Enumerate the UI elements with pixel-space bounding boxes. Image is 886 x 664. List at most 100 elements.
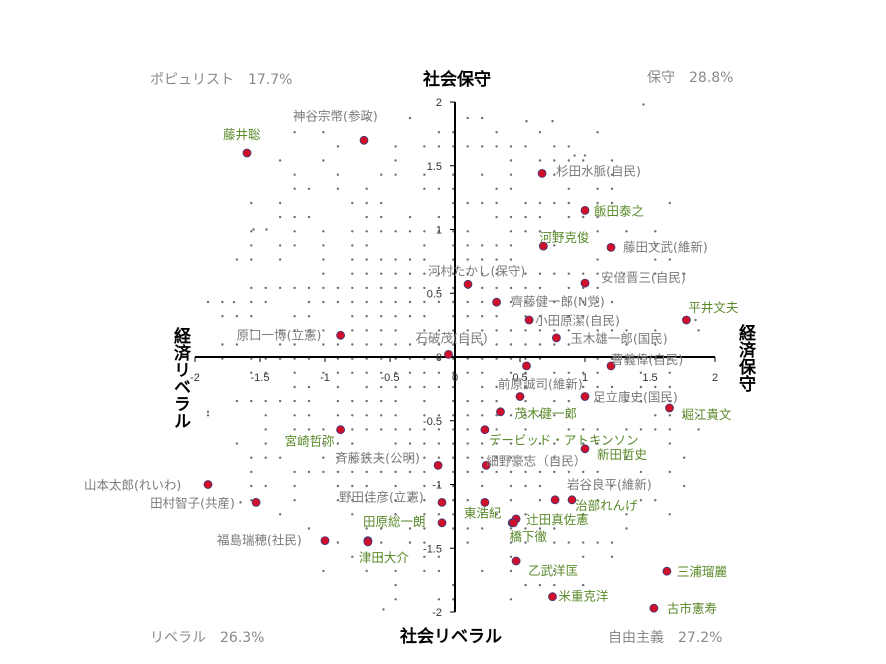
data-point [242,148,252,158]
background-dot [625,527,628,530]
background-dot [437,598,441,601]
background-dot [380,230,383,233]
background-dot [694,318,697,322]
point-label: 三浦瑠麗 [677,564,728,579]
background-dot [232,300,236,304]
background-dot [307,329,311,332]
background-dot [668,399,671,403]
background-dot [538,159,542,162]
background-dot [466,230,469,233]
background-dot [610,159,614,162]
background-dot [524,300,527,304]
background-dot [394,598,397,601]
background-dot [437,300,441,304]
background-dot [394,286,397,290]
background-dot [481,244,484,247]
background-dot [538,215,542,219]
background-dot [336,470,340,474]
background-dot [380,428,383,431]
background-dot [553,442,556,445]
y-tick-label: 0.5 [427,288,442,300]
background-dot [553,414,556,417]
background-dot [452,385,455,389]
data-point [437,497,447,507]
background-dot [596,329,599,332]
background-dot [423,470,426,474]
background-dot [293,343,296,346]
background-dot [524,371,527,374]
point-label: 杉田水脈(自民) [556,163,641,178]
background-dot [553,244,556,247]
background-dot [380,329,383,332]
background-dot [573,154,576,157]
background-dot [365,315,368,318]
background-dot [351,300,354,304]
background-dot [481,343,484,346]
background-dot [235,343,239,346]
background-dot [365,527,368,530]
background-dot [553,145,556,148]
background-dot [307,315,311,318]
background-dot [525,119,528,123]
background-dot [509,470,513,474]
background-dot [654,428,657,431]
background-dot [394,385,397,389]
background-dot [250,371,253,374]
background-dot [264,357,267,360]
background-dot [452,272,455,275]
background-dot [336,541,340,544]
background-dot [481,272,484,275]
background-dot [351,258,354,261]
data-point [320,536,330,545]
y-tick-label: 2 [436,97,442,109]
background-dot [380,456,383,459]
background-dot [423,414,426,417]
background-dot [293,286,296,290]
background-dot [408,315,412,318]
tick-labels: -2 -1.5 -1 -0.5 0 0.5 1 1.5 2 2 1.5 1 0.5 0 -0.5 -1 -1.5… [190,97,718,619]
background-dot [466,343,469,346]
background-dot [625,513,628,516]
background-dot [336,357,340,360]
point-label: 玉木雄一郎(国民) [570,331,667,346]
background-dot [221,300,224,304]
point-label: 津田大介 [359,550,410,565]
background-dot [293,470,296,474]
background-dot [293,357,296,360]
background-dot [452,201,455,205]
background-dot [235,315,239,318]
background-dot [639,357,643,360]
background-dot [264,456,267,459]
background-dot [452,513,455,516]
background-dot [264,484,267,488]
background-dot [452,145,455,148]
background-dot [582,583,585,587]
background-dot [553,230,556,233]
background-dot [322,470,325,474]
background-dot [481,414,484,417]
background-dot [380,300,383,304]
background-dot [509,555,513,558]
background-dot [437,343,441,346]
background-dot [524,230,527,233]
background-dot [553,456,556,459]
background-dot [481,513,484,516]
background-dot [495,315,498,318]
background-dot [466,201,469,205]
background-dot [250,456,253,459]
background-dot [408,499,412,502]
background-dot [452,315,455,318]
background-dot [596,541,599,544]
background-dot [509,159,513,162]
background-dot [307,300,311,304]
background-dot [394,583,397,587]
background-dot [466,357,469,360]
background-dot [495,244,498,247]
background-dot [551,119,554,123]
background-dot [408,343,412,346]
background-dot [235,399,239,403]
background-dot [437,357,441,360]
background-dot [452,456,455,459]
background-dot [365,428,368,431]
